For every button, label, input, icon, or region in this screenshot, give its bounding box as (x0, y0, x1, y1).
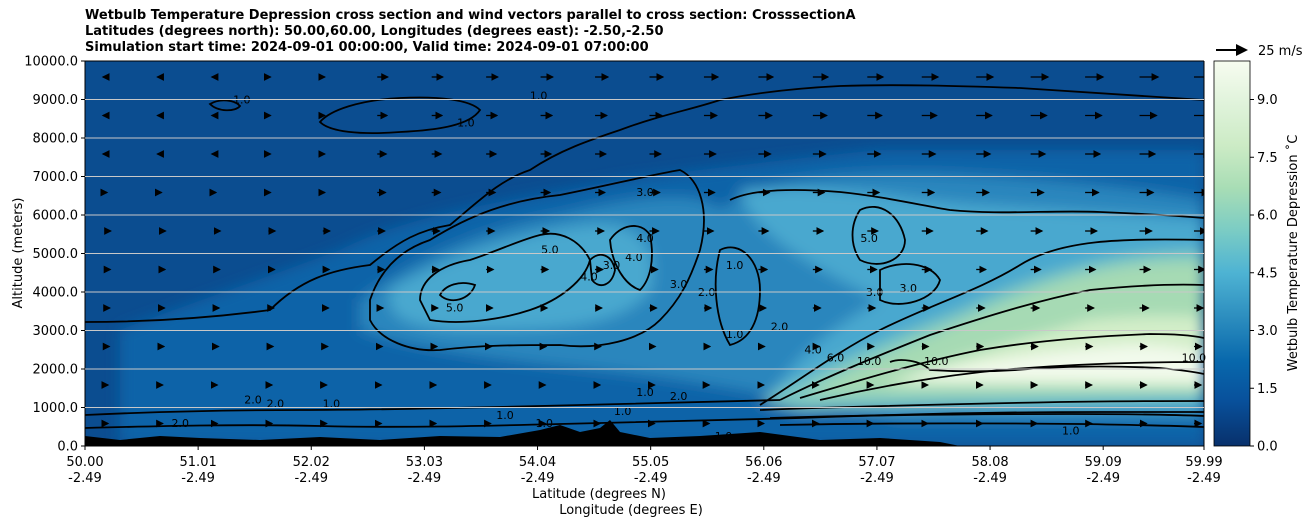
x-tick-label-lat: 50.00 (66, 455, 103, 470)
contour-label: 1.0 (726, 259, 744, 272)
x-tick-label-lon: -2.49 (68, 471, 102, 486)
contour-label: 1.0 (636, 386, 654, 399)
contour-lines (85, 84, 1204, 429)
contour-label: 3.0 (603, 259, 621, 272)
y-tick-label: 0.0 (57, 440, 78, 455)
contour-label: 1.0 (457, 116, 475, 129)
colorbar-tick-label: 7.5 (1257, 151, 1278, 166)
x-tick-label-lat: 57.07 (858, 455, 895, 470)
contour-label: 2.0 (244, 394, 262, 407)
x-tick-label-lat: 55.05 (632, 455, 669, 470)
y-tick-label: 3000.0 (33, 324, 79, 339)
colorbar-tick-label: 1.5 (1257, 382, 1278, 397)
title-line-3: Simulation start time: 2024-09-01 00:00:… (85, 40, 649, 55)
contour-label: 4.0 (580, 270, 598, 283)
contour-label: 5.0 (446, 301, 464, 314)
x-tick-label-lat: 52.02 (293, 455, 330, 470)
contour-label: 1.0 (614, 405, 632, 418)
x-tick-label-lat: 59.99 (1185, 455, 1222, 470)
chart-title: Wetbulb Temperature Depression cross sec… (85, 8, 856, 56)
x-tick-label-lat: 59.09 (1085, 455, 1122, 470)
y-tick-label: 6000.0 (33, 209, 79, 224)
y-tick-label: 4000.0 (33, 286, 79, 301)
contour-label: 10.0 (924, 355, 949, 368)
wind-key-label: 25 m/s (1258, 44, 1303, 59)
contour-label: 2.0 (670, 390, 688, 403)
contour-label: 5.0 (860, 232, 878, 245)
x-tick-label-lon: -2.49 (860, 471, 894, 486)
contour-label: 2.0 (771, 321, 789, 334)
y-tick-label: 8000.0 (33, 132, 79, 147)
gridlines (85, 99, 1204, 408)
y-tick-label: 7000.0 (33, 170, 79, 185)
contour-label: 2.0 (171, 417, 189, 430)
colorbar: 0.0 1.5 3.0 4.5 6.0 7.5 9.0 Wetbulb Temperatur… (1213, 60, 1301, 455)
y-axis-ticks: 0.0 1000.0 2000.0 3000.0 4000.0 5000.0 6000.0 7… (24, 55, 85, 455)
x-tick-label-lon: -2.49 (1187, 471, 1221, 486)
contour-label: 1.0 (496, 409, 514, 422)
colorbar-tick-label: 3.0 (1257, 324, 1278, 339)
x-tick-label-lat: 53.03 (406, 455, 443, 470)
contour-label: 3.0 (636, 186, 654, 199)
x-axis-label: Latitude (degrees N) (532, 487, 666, 502)
contour-label: 5.0 (541, 244, 559, 257)
contour-label: 1.0 (1062, 424, 1080, 437)
y-tick-label: 2000.0 (33, 363, 79, 378)
contour-label: 4.0 (804, 344, 822, 357)
x-tick-label-lon: -2.49 (747, 471, 781, 486)
colorbar-tick-label: 9.0 (1257, 93, 1278, 108)
x-tick-label-lat: 51.01 (180, 455, 217, 470)
title-line-1: Wetbulb Temperature Depression cross sec… (85, 8, 856, 23)
y-tick-label: 5000.0 (33, 247, 79, 262)
x-tick-label-lat: 58.08 (971, 455, 1008, 470)
contour-label: 2.0 (267, 398, 285, 411)
x-axis-label-2: Longitude (degrees E) (559, 503, 703, 518)
contour-label: 3.0 (670, 278, 688, 291)
y-tick-label: 1000.0 (33, 401, 79, 416)
contour-label: 10.0 (1182, 351, 1207, 364)
x-tick-label-lon: -2.49 (1086, 471, 1120, 486)
contour-label: 6.0 (827, 351, 845, 364)
x-tick-label-lat: 54.04 (519, 455, 556, 470)
y-tick-label: 10000.0 (24, 55, 78, 70)
x-tick-label-lon: -2.49 (634, 471, 668, 486)
contour-label: 4.0 (636, 232, 654, 245)
contour-label: 1.0 (323, 398, 341, 411)
colorbar-label: Wetbulb Temperature Depression ˚C (1285, 135, 1301, 372)
x-axis-ticks: 50.00-2.4951.01-2.4952.02-2.4953.03-2.49… (66, 446, 1223, 486)
x-tick-label-lon: -2.49 (521, 471, 555, 486)
colorbar-ticks: 0.0 1.5 3.0 4.5 6.0 7.5 9.0 (1250, 93, 1278, 455)
wind-key: 25 m/s (1216, 44, 1303, 59)
x-tick-label-lat: 56.06 (745, 455, 782, 470)
x-tick-label-lon: -2.49 (181, 471, 215, 486)
contour-label: 4.0 (625, 251, 643, 264)
y-axis-label: Altitude (meters) (11, 198, 26, 309)
contour-label: 1.0 (726, 328, 744, 341)
x-tick-label-lon: -2.49 (973, 471, 1007, 486)
contour-label: 3.0 (900, 282, 918, 295)
colorbar-tick-label: 0.0 (1257, 440, 1278, 455)
contour-label: 10.0 (857, 355, 882, 368)
contour-label: 1.0 (530, 90, 548, 103)
x-tick-label-lon: -2.49 (408, 471, 442, 486)
title-line-2: Latitudes (degrees north): 50.00,60.00, … (85, 24, 664, 39)
colorbar-tick-label: 4.5 (1257, 266, 1278, 281)
colorbar-fill (1213, 60, 1251, 447)
colorbar-tick-label: 6.0 (1257, 209, 1278, 224)
y-tick-label: 9000.0 (33, 93, 79, 108)
contour-label: 1.0 (715, 430, 733, 443)
x-tick-label-lon: -2.49 (294, 471, 328, 486)
